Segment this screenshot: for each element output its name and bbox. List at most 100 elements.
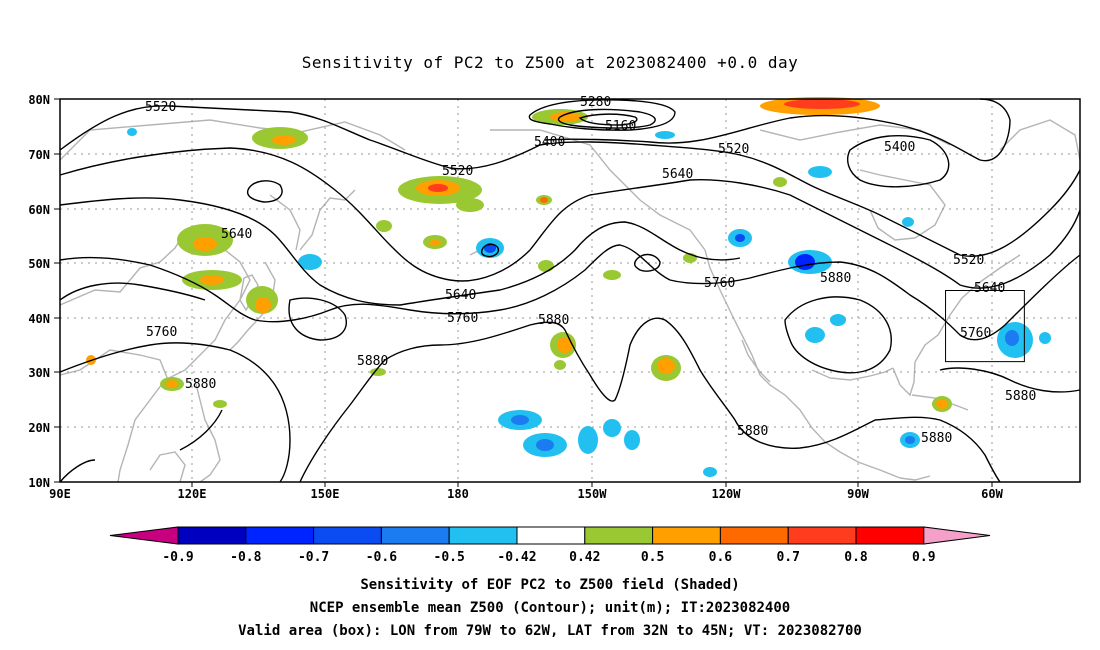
colorbar-tick-label: 0.6 [709, 550, 733, 565]
pos-blob [784, 99, 860, 109]
pos-blob [255, 297, 271, 313]
colorbar-tick-label: 0.8 [844, 550, 868, 565]
contour-5400-a [544, 98, 1011, 162]
pos-blob [603, 270, 621, 280]
coast-florida [892, 361, 916, 397]
valid-area-box [945, 290, 1025, 363]
contour-label: 5880 [185, 377, 216, 392]
colorbar-swatch [855, 526, 925, 545]
footer-line-1: Sensitivity of EOF PC2 to Z500 field (Sh… [360, 577, 739, 593]
colorbar-under-triangle [109, 526, 179, 545]
colorbar-swatch [313, 526, 382, 545]
lon-label: 180 [447, 487, 469, 501]
contour-label: 5760 [960, 326, 991, 341]
neg-blob [1005, 330, 1019, 346]
neg-blob [536, 439, 554, 451]
z500-contours [59, 98, 1081, 483]
pos-blob [272, 135, 296, 145]
neg-blob [795, 254, 815, 270]
coast-asia [59, 119, 406, 161]
coast-china-inner [59, 349, 171, 386]
colorbar-tick-label: 0.5 [641, 550, 664, 565]
contour-label: 5880 [921, 431, 952, 446]
contour-small-1 [246, 180, 283, 203]
contour-label: 5400 [884, 140, 915, 155]
lat-label: 30N [28, 366, 50, 380]
colorbar-tick-label: -0.42 [497, 550, 536, 565]
colorbar-swatch [448, 526, 518, 545]
lat-label: 50N [28, 257, 50, 271]
contour-5880-e [939, 367, 1081, 393]
colorbar-tick-label: 0.42 [569, 550, 600, 565]
contour-label: 5160 [605, 119, 636, 134]
contour-5760-c [288, 297, 347, 341]
lat-ticks [54, 98, 60, 483]
neg-blob [511, 415, 529, 425]
colorbar-swatch [516, 526, 586, 545]
graticule [60, 99, 1080, 482]
coast-sea-okhotsk [269, 194, 301, 251]
lat-label: 40N [28, 312, 50, 326]
footer-line-3: Valid area (box): LON from 79W to 62W, L… [238, 623, 862, 639]
contour-5640-b [59, 197, 741, 306]
lon-label: 60W [981, 487, 1003, 501]
neg-blob [703, 467, 717, 477]
contour-label: 5640 [974, 281, 1005, 296]
pos-blob [540, 197, 548, 203]
colorbar-swatch [177, 526, 247, 545]
coast-gulf [811, 367, 894, 381]
colorbar-tick-label: -0.6 [366, 550, 397, 565]
contour-label: 5760 [704, 276, 735, 291]
contour-5040 [578, 113, 638, 126]
lat-label: 10N [28, 476, 50, 490]
contour-5760-a [59, 244, 1081, 341]
colorbar-tick-label: 0.7 [776, 550, 799, 565]
neg-blob [735, 234, 745, 242]
lon-label: 120W [712, 487, 742, 501]
pos-blob [429, 240, 441, 246]
lon-label: 150E [311, 487, 340, 501]
pos-blob [213, 400, 227, 408]
contour-5160 [557, 108, 656, 129]
coast-central-am [899, 475, 931, 481]
contour-label: 5880 [357, 354, 388, 369]
pos-blob [428, 184, 448, 192]
lon-label: 90E [49, 487, 71, 501]
contour-5880-f [59, 459, 96, 483]
map-frame [59, 98, 1081, 483]
colorbar-tick-label: 0.9 [912, 550, 935, 565]
neg-blob [830, 314, 846, 326]
contour-5520 [59, 105, 1081, 257]
map-panel: 5520 5280 5160 5400 5400 5520 5520 5640 … [59, 95, 1081, 483]
lat-label: 70N [28, 148, 50, 162]
pos-blob [193, 237, 217, 251]
neg-blob [808, 166, 832, 178]
lon-axis: 90E 120E 150E 180 150W 120W 90W 60W [49, 487, 1003, 501]
contour-label: 5520 [953, 253, 984, 268]
coast-taiwan-phil [194, 379, 221, 483]
colorbar-tick-label: -0.7 [298, 550, 329, 565]
colorbar-swatch [787, 526, 857, 545]
coast-borneo [149, 451, 186, 483]
lat-label: 80N [28, 93, 50, 107]
coast-alaska [490, 129, 706, 251]
neg-blob [603, 419, 621, 437]
colorbar-swatch [719, 526, 789, 545]
contour-label: 5640 [221, 227, 252, 242]
lat-label: 20N [28, 421, 50, 435]
contour-label: 5520 [145, 100, 176, 115]
neg-blob [655, 131, 675, 139]
pos-blob [538, 260, 554, 272]
colorbar-tick-label: -0.9 [162, 550, 193, 565]
contour-label: 5760 [447, 311, 478, 326]
colorbar-tick-label: -0.8 [230, 550, 261, 565]
colorbar-swatch [380, 526, 450, 545]
pos-blob [554, 360, 566, 370]
contour-label: 5520 [442, 164, 473, 179]
pos-blob [456, 198, 484, 212]
contour-5880-g [179, 409, 223, 451]
contour-5880-c [784, 296, 892, 374]
lon-label: 90W [847, 487, 869, 501]
contour-label: 5640 [662, 167, 693, 182]
contour-5760-b [59, 282, 206, 301]
